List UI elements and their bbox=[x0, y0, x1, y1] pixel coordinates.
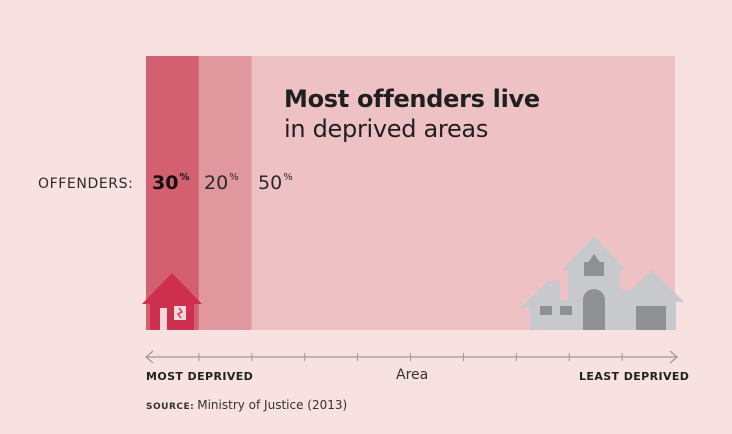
axis-mid-label: Area bbox=[396, 367, 429, 383]
axis-arrow-right bbox=[669, 350, 678, 364]
house-icon bbox=[142, 273, 202, 330]
source-text: Ministry of Justice (2013) bbox=[197, 398, 348, 412]
offenders-label: OFFENDERS: bbox=[38, 176, 134, 192]
source-key: SOURCE: bbox=[146, 402, 195, 412]
axis-right-label: LEAST DEPRIVED bbox=[579, 370, 690, 383]
value-label-seg2: 20% bbox=[204, 172, 239, 194]
value-label-seg3: 50% bbox=[258, 172, 293, 194]
x-axis bbox=[145, 350, 678, 364]
title-line-2: in deprived areas bbox=[284, 115, 489, 143]
bar-segment-next-deprived bbox=[198, 56, 252, 330]
source-note: SOURCE: Ministry of Justice (2013) bbox=[146, 398, 347, 412]
axis-arrow-left bbox=[145, 350, 154, 364]
title-line-1: Most offenders live bbox=[284, 85, 540, 113]
chart-title: Most offenders live in deprived areas bbox=[284, 84, 540, 144]
value-label-seg1: 30% bbox=[152, 172, 190, 194]
axis-left-label: MOST DEPRIVED bbox=[146, 370, 254, 383]
mansion-icon bbox=[520, 236, 684, 330]
